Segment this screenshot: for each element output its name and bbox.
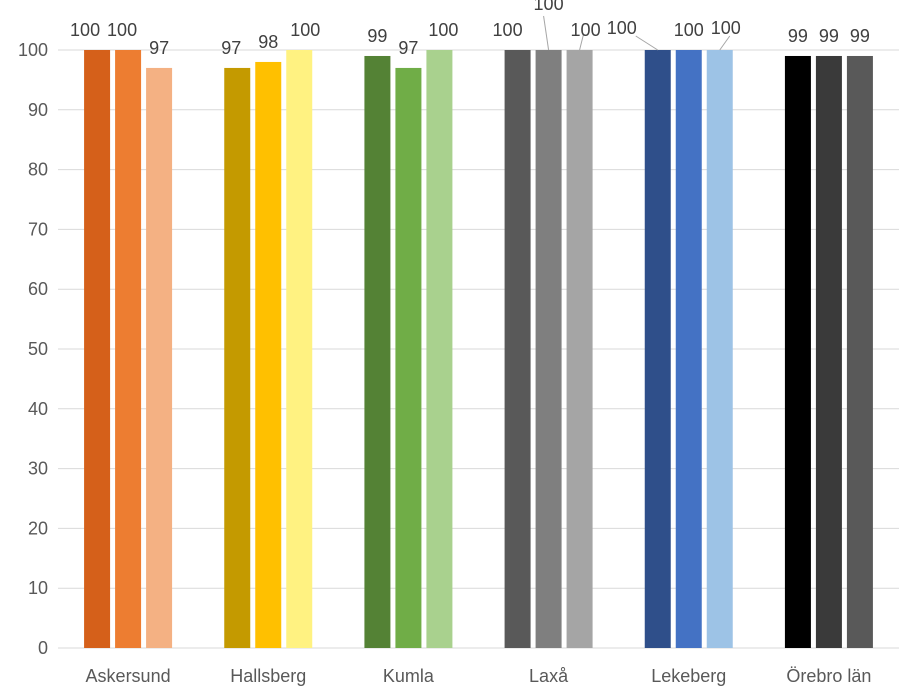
y-tick-label: 0 [38, 638, 48, 658]
bar [566, 50, 593, 648]
bar [115, 50, 142, 648]
x-category-label: Kumla [383, 666, 435, 686]
data-label: 97 [398, 38, 418, 58]
data-label: 98 [258, 32, 278, 52]
data-label: 100 [534, 0, 564, 14]
data-label: 100 [571, 20, 601, 40]
x-axis-category-labels: Askersund Hallsberg Kumla Laxå Lekeberg Örebr… [86, 666, 872, 686]
bar [286, 50, 313, 648]
data-label: 97 [149, 38, 169, 58]
bar [535, 50, 562, 648]
bar [224, 67, 251, 648]
bar [504, 50, 531, 648]
x-category-label: Hallsberg [230, 666, 306, 686]
x-category-label: Laxå [529, 666, 569, 686]
data-label-leader-lines [543, 15, 731, 51]
data-label: 97 [221, 38, 241, 58]
y-tick-label: 40 [28, 399, 48, 419]
bar [395, 67, 422, 648]
data-label: 99 [819, 26, 839, 46]
bar [675, 50, 702, 648]
leader-line [579, 33, 585, 51]
data-label: 100 [607, 18, 637, 38]
y-tick-label: 70 [28, 219, 48, 239]
bar [644, 50, 671, 648]
y-tick-label: 100 [18, 40, 48, 60]
y-tick-label: 60 [28, 279, 48, 299]
y-tick-label: 10 [28, 578, 48, 598]
bar [146, 67, 173, 648]
bar [706, 50, 733, 648]
y-tick-label: 80 [28, 160, 48, 180]
data-label: 99 [850, 26, 870, 46]
data-label: 100 [674, 20, 704, 40]
y-tick-label: 90 [28, 100, 48, 120]
bar [426, 50, 453, 648]
x-category-label: Lekeberg [651, 666, 726, 686]
bar [255, 61, 282, 648]
data-labels: 100 100 97 97 98 100 99 97 100 100 100 100 100 100 100… [70, 0, 870, 58]
data-label: 99 [788, 26, 808, 46]
bar [815, 55, 842, 649]
y-tick-label: 20 [28, 518, 48, 538]
leader-line [543, 15, 550, 51]
bar [364, 55, 391, 649]
y-tick-label: 50 [28, 339, 48, 359]
y-tick-label: 30 [28, 459, 48, 479]
x-category-label: Örebro län [786, 666, 871, 686]
data-label: 100 [428, 20, 458, 40]
leader-line [719, 35, 731, 51]
data-label: 100 [711, 18, 741, 38]
bar [784, 55, 811, 649]
bar [84, 50, 111, 648]
data-label: 99 [367, 26, 387, 46]
data-label: 100 [493, 20, 523, 40]
data-label: 100 [290, 20, 320, 40]
data-label: 100 [107, 20, 137, 40]
y-axis-tick-labels: 0 10 20 30 40 50 60 70 80 90 100 [18, 40, 48, 658]
gridlines [58, 49, 899, 649]
leader-line [635, 35, 659, 51]
data-label: 100 [70, 20, 100, 40]
bar-series [84, 50, 873, 649]
bar [846, 55, 873, 649]
x-category-label: Askersund [86, 666, 171, 686]
